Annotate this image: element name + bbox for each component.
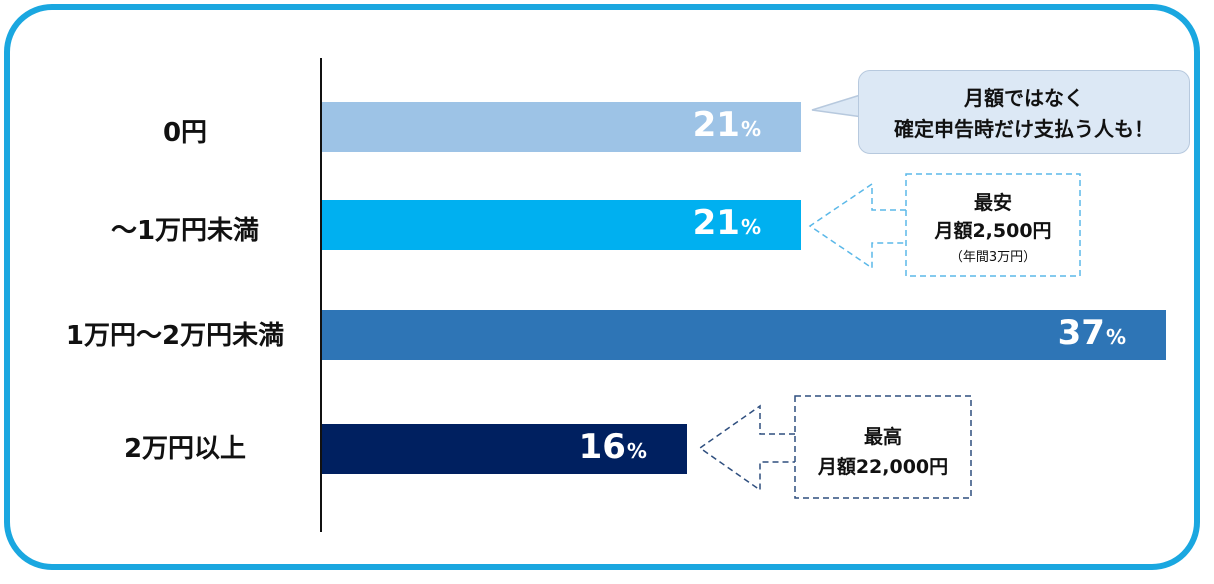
callout-2-line-1: 最高 <box>863 426 902 448</box>
callout-1-line-3: （年間3万円） <box>949 250 1037 265</box>
callout-0-line-2: 確定申告時だけ支払う人も！ <box>894 117 1154 141</box>
category-label-3: 2万円以上 <box>123 434 247 464</box>
callout-0-line-1: 月額ではなく <box>964 86 1084 110</box>
callout-1-line-1: 最安 <box>973 192 1012 214</box>
category-label-1: ～1万円未満 <box>110 216 260 246</box>
callout-2-dashed-arrow <box>698 404 795 492</box>
category-label-0: 0円 <box>162 118 208 148</box>
bar-2 <box>322 310 1166 360</box>
callout-1-dashed-arrow <box>808 182 906 270</box>
bar-3 <box>322 424 687 474</box>
rounded-frame <box>4 4 1200 570</box>
data-label-1: 21% <box>692 203 762 243</box>
category-label-2: 1万円～2万円未満 <box>65 321 285 351</box>
callout-2-line-2: 月額22,000円 <box>817 456 949 478</box>
data-label-3: 16% <box>578 427 647 467</box>
callout-0-bubble <box>858 70 1190 154</box>
bar-0 <box>322 102 802 152</box>
callout-2-dashed-box <box>794 395 972 499</box>
bar-1 <box>322 200 802 250</box>
data-label-0: 21% <box>692 105 762 145</box>
category-axis-line <box>320 58 322 532</box>
callout-1-line-2: 月額2,500円 <box>934 220 1052 242</box>
data-label-2: 37% <box>1057 313 1126 353</box>
callout-1-dashed-box <box>905 173 1081 277</box>
